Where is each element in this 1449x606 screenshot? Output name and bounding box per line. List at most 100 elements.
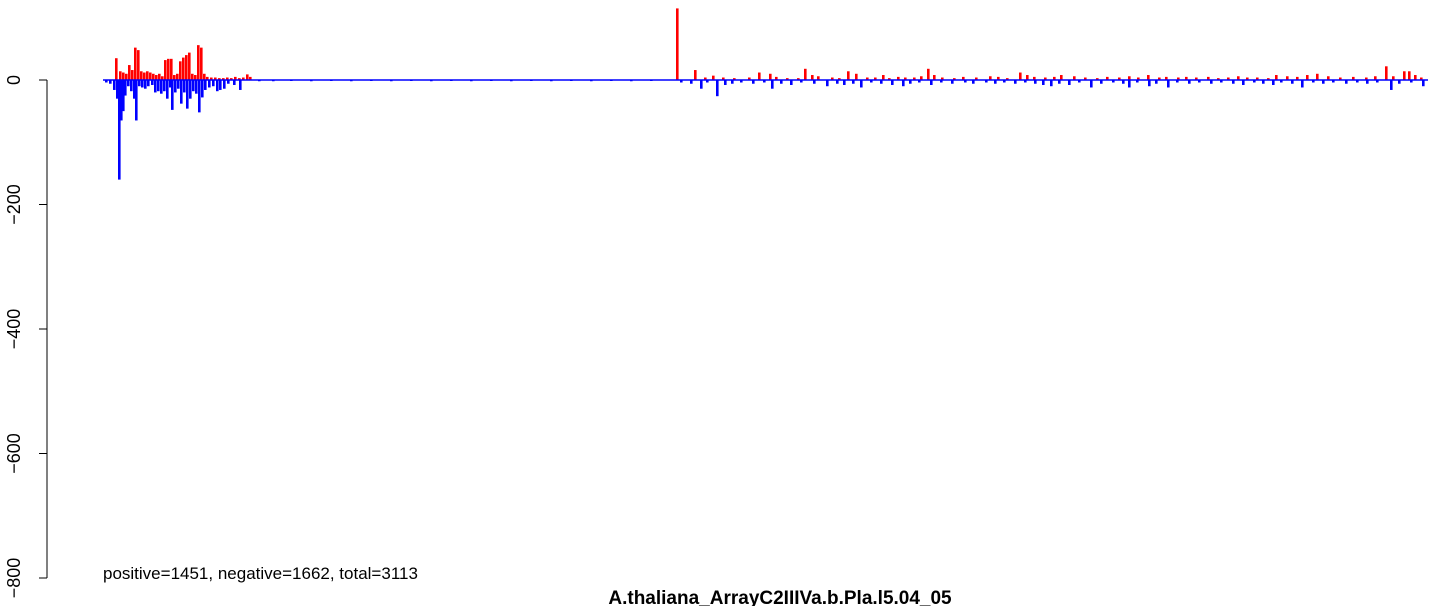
positive-bar [1316,73,1319,80]
positive-bar [712,75,715,80]
negative-bar [154,80,157,93]
negative-bar [1301,80,1304,88]
positive-bar [1019,72,1022,80]
chart-title: A.thaliana_ArrayC2IIIVa.b.Pla.l5.04_05 [608,588,952,606]
positive-bar [831,77,834,80]
positive-bar [222,78,225,80]
negative-bar [891,80,894,85]
positive-bar [1137,77,1140,80]
negative-bar [909,80,912,84]
positive-bar [722,77,725,80]
negative-bar [1050,80,1053,87]
negative-bar [174,80,177,93]
negative-bar [1042,80,1045,85]
bars [105,8,1425,180]
negative-bar [1014,80,1017,84]
negative-bar [706,80,709,83]
positive-bar [188,52,191,80]
positive-bar [218,78,221,80]
positive-bar [855,73,858,80]
negative-bar [1253,80,1256,83]
positive-bar [230,78,233,80]
positive-bar [989,76,992,80]
positive-bar [1414,75,1417,80]
positive-bar [1275,75,1278,80]
negative-bar [826,80,829,87]
positive-bar [882,75,885,80]
negative-bar [1390,80,1393,90]
positive-bar [115,58,118,80]
negative-bar [1312,80,1315,83]
negative-bar [1188,80,1191,84]
negative-bar [1272,80,1275,85]
positive-bar [246,74,249,80]
positive-bar [191,73,194,80]
positive-bar [194,75,197,80]
positive-bar [1392,76,1395,80]
negative-bar [1422,80,1425,87]
negative-bar [985,80,988,83]
positive-bar [167,58,170,80]
y-axis: 0 −200 −400 −600 −800 [4,75,48,598]
positive-bar [1237,76,1240,80]
negative-bar [1232,80,1235,84]
positive-bar [1177,77,1180,80]
positive-bar [179,61,182,80]
negative-bar [724,80,727,85]
positive-bar [1096,78,1099,80]
negative-bar [160,80,163,94]
negative-bar [1112,80,1115,83]
negative-bar [752,80,755,84]
negative-bar [118,80,121,180]
negative-bar [227,80,230,84]
negative-bar [138,80,141,87]
positive-bar [143,72,146,80]
positive-bar [249,76,252,80]
positive-bar [1128,76,1131,80]
positive-bar [897,76,900,80]
positive-bar [125,73,128,80]
negative-bar [216,80,219,92]
positive-bar [134,47,137,80]
positive-bar [152,73,155,80]
negative-bar [740,80,743,83]
negative-bar [1356,80,1359,83]
y-tick-label: −200 [4,184,24,225]
positive-bar [155,75,158,80]
negative-bar [113,80,116,90]
positive-bar [176,73,179,80]
negative-bar [680,80,683,83]
negative-bar [1024,80,1027,83]
negative-bar [133,80,136,99]
positive-bar [1217,78,1220,80]
positive-bar [149,72,152,80]
positive-bar [775,76,778,80]
negative-bar [1398,80,1401,84]
positive-bar [1006,78,1009,80]
negative-bar [716,80,719,97]
negative-bar [1122,80,1125,84]
negative-bar [1058,80,1061,84]
negative-bar [130,80,133,92]
negative-bar [109,80,112,84]
positive-bar [676,8,679,81]
negative-bar [1100,80,1103,84]
positive-bar [182,57,185,80]
negative-bar [930,80,933,85]
negative-bar [204,80,207,90]
positive-bar [1044,77,1047,80]
negative-bar [1034,80,1037,84]
positive-bar [733,78,736,80]
positive-bar [1118,77,1121,80]
negative-bar [124,80,127,96]
negative-bar [994,80,997,84]
negative-bar [192,80,195,92]
positive-bar [888,78,891,80]
negative-bar [180,80,183,104]
negative-bar [1220,80,1223,83]
positive-bar [1084,77,1087,80]
negative-bar [1167,80,1170,88]
positive-bar [962,76,965,80]
positive-bar [1420,77,1423,80]
negative-bar [1090,80,1093,88]
